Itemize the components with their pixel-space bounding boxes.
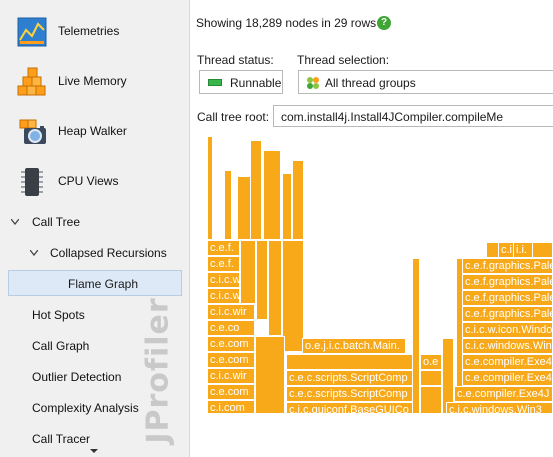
jprofiler-watermark: JProfiler <box>138 290 178 450</box>
flame-frame[interactable]: c.i.c.windows.Win <box>462 338 553 354</box>
sidebar: Telemetries Live Memory Heap Walker <box>0 0 190 457</box>
nav-live-memory-label: Live Memory <box>58 74 127 88</box>
call-tree-root-label: Call tree root: <box>197 110 270 124</box>
heap-walker-icon <box>19 119 46 144</box>
flame-frame[interactable] <box>420 370 442 386</box>
flame-frame[interactable]: c.i.c.wir <box>207 368 255 384</box>
flame-frame[interactable]: i.i. <box>513 242 533 258</box>
nav-heap-walker-label: Heap Walker <box>58 124 127 138</box>
flame-frame[interactable] <box>207 136 213 240</box>
flame-frame[interactable]: c.e.c.scripts.ScriptComp <box>286 370 413 386</box>
flame-frame[interactable] <box>268 240 282 336</box>
flame-frame[interactable]: c.i.c.guiconf.BaseGUICo <box>286 402 413 414</box>
flame-frame[interactable] <box>240 240 256 304</box>
node-summary: Showing 18,289 nodes in 29 rows <box>196 16 377 30</box>
flame-frame[interactable]: c.e.compiler.Exe4 <box>462 370 553 386</box>
nav-live-memory[interactable]: Live Memory <box>0 60 189 104</box>
thread-selection-label: Thread selection: <box>297 53 390 67</box>
thread-selection-dropdown[interactable]: All thread groups <box>298 70 553 94</box>
flame-frame[interactable]: c.i.c.w.icon.Windo <box>462 322 553 338</box>
tree-collapsed-recursions-label: Collapsed Recursions <box>50 246 167 260</box>
flame-frame[interactable] <box>282 240 304 352</box>
chevron-down-icon[interactable] <box>30 250 38 256</box>
tree-call-tracer[interactable]: Call Tracer <box>0 427 189 451</box>
flame-frame[interactable]: c.e.f.graphics.Pale <box>462 290 553 306</box>
nav-telemetries[interactable]: Telemetries <box>0 10 189 54</box>
thread-status-dropdown[interactable]: Runnable <box>199 70 283 94</box>
flame-frame[interactable]: c.i.i <box>498 242 514 258</box>
tree-outlier-detection[interactable]: Outlier Detection <box>0 365 189 389</box>
flame-frame[interactable]: c.i.c.windows.Win3 <box>446 402 553 414</box>
flame-frame[interactable] <box>224 170 232 240</box>
tree-flame-graph-label: Flame Graph <box>68 277 139 291</box>
flame-frame[interactable]: o.e.j.i.c.batch.Main. <box>302 338 406 354</box>
nav-cpu-views-label: CPU Views <box>58 174 119 188</box>
flame-frame[interactable] <box>532 242 553 258</box>
tree-collapsed-recursions[interactable]: Collapsed Recursions <box>0 241 189 265</box>
flame-frame[interactable]: c.e.f. <box>207 240 240 256</box>
tree-hot-spots[interactable]: Hot Spots <box>0 303 189 327</box>
flame-frame[interactable] <box>237 176 251 240</box>
flame-frame[interactable]: c.e.com <box>207 384 255 400</box>
tree-complexity-analysis-label: Complexity Analysis <box>32 401 139 415</box>
nav-cpu-views[interactable]: CPU Views <box>0 160 189 204</box>
runnable-state-icon <box>208 79 222 86</box>
flame-frame[interactable]: c.e.com <box>207 336 255 352</box>
call-tree-root-value: com.install4j.Install4JCompiler.compileM… <box>281 110 504 124</box>
thread-groups-icon <box>307 77 319 89</box>
thread-selection-value: All thread groups <box>325 76 416 90</box>
flame-frame[interactable]: c.e.f.graphics.Pale <box>462 274 553 290</box>
flame-frame[interactable] <box>420 386 442 414</box>
chevron-down-icon[interactable] <box>11 219 19 225</box>
flame-frame[interactable]: c.e.f.graphics.Pale <box>462 306 553 322</box>
nav-heap-walker[interactable]: Heap Walker <box>0 110 189 154</box>
flame-frame[interactable]: c.i.c.w <box>207 272 240 288</box>
flame-frame[interactable] <box>412 258 420 414</box>
flame-frame[interactable] <box>282 173 292 240</box>
tree-call-tree-label: Call Tree <box>32 215 81 229</box>
flame-frame[interactable]: c.i.c.w <box>207 288 240 304</box>
tree-outlier-detection-label: Outlier Detection <box>32 370 122 384</box>
flame-frame[interactable]: c.e.co <box>207 320 255 336</box>
tree-call-graph-label: Call Graph <box>32 339 90 353</box>
tree-call-tree[interactable]: Call Tree <box>0 210 189 234</box>
flame-frame[interactable]: c.e.f.graphics.Pale <box>462 258 553 274</box>
nav-telemetries-label: Telemetries <box>58 24 120 38</box>
flame-frame[interactable] <box>255 336 285 414</box>
flame-frame[interactable]: o.e <box>420 354 442 370</box>
flame-frame[interactable] <box>286 354 413 370</box>
flame-frame[interactable] <box>250 140 262 240</box>
live-memory-icon <box>17 67 46 96</box>
tree-flame-graph[interactable]: Flame Graph <box>8 270 182 296</box>
cpu-chip-icon <box>21 168 43 196</box>
tree-call-tracer-label: Call Tracer <box>32 432 91 446</box>
flame-frame[interactable]: c.e.com <box>207 352 255 368</box>
call-tree-root-field[interactable]: com.install4j.Install4JCompiler.compileM… <box>273 105 553 127</box>
tree-call-graph[interactable]: Call Graph <box>0 334 189 358</box>
flame-frame[interactable] <box>292 160 304 240</box>
flame-frame[interactable]: c.i.com <box>207 400 255 414</box>
flame-frame[interactable] <box>263 150 281 240</box>
tree-complexity-analysis[interactable]: Complexity Analysis <box>0 396 189 420</box>
flame-frame[interactable]: c.e.c.scripts.ScriptComp <box>286 386 413 402</box>
watermark-text: JProfiler <box>140 296 176 444</box>
telemetries-icon <box>17 17 47 47</box>
flame-frame[interactable] <box>256 240 268 320</box>
scroll-down-arrow-icon[interactable] <box>90 449 98 453</box>
flame-frame[interactable]: c.e.compiler.Exe4J <box>454 386 553 402</box>
thread-status-value: Runnable <box>230 76 282 90</box>
tree-hot-spots-label: Hot Spots <box>32 308 85 322</box>
thread-status-label: Thread status: <box>197 53 274 67</box>
flame-frame[interactable]: c.i.c.wir <box>207 304 255 320</box>
help-icon[interactable]: ? <box>377 16 391 30</box>
flame-frame[interactable]: c.e.f. <box>207 256 240 272</box>
flame-frame[interactable]: c.e.compiler.Exe4 <box>462 354 553 370</box>
